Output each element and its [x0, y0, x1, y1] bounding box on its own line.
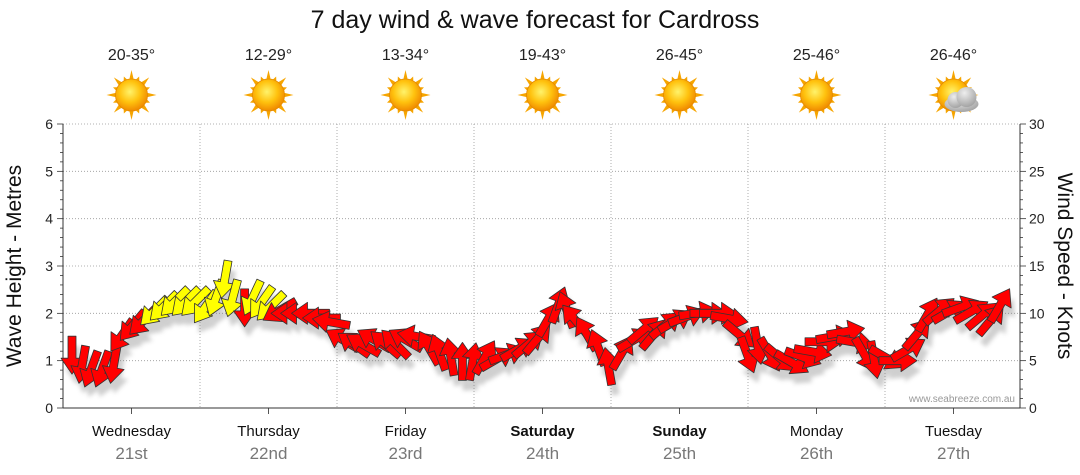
day-date-label: 26th [800, 444, 833, 463]
right-axis-label: Wind Speed - Knots [1053, 173, 1076, 360]
sun-disc [800, 78, 833, 112]
sun-disc [389, 78, 422, 112]
temperature-range: 19-43° [519, 47, 566, 64]
day-headers: 20-35° 12-29° 13-34° 19-43° 26-45° 25-46° 26-4… [106, 47, 979, 120]
day-date-label: 27th [937, 444, 970, 463]
right-tick-label: 25 [1029, 163, 1045, 179]
day-name-label: Monday [790, 423, 844, 440]
day-date-label: 24th [526, 444, 559, 463]
sun-ray [951, 109, 956, 120]
temperature-range: 20-35° [108, 47, 155, 64]
sun-icon [517, 70, 568, 120]
day-date-label: 25th [663, 444, 696, 463]
sun-ray [928, 92, 939, 98]
sun-ray [814, 70, 819, 81]
day-date-label: 23rd [388, 444, 422, 463]
left-tick-label: 4 [45, 211, 53, 227]
sun-ray [557, 92, 568, 98]
left-tick-label: 3 [45, 258, 53, 274]
sun-icon [380, 70, 431, 120]
day-name-label: Tuesday [925, 423, 982, 440]
day-name-label: Thursday [237, 423, 300, 440]
chart-title: 7 day wind & wave forecast for Cardross [311, 6, 760, 34]
sun-ray [129, 109, 134, 120]
day-labels: Wednesday 21st Thursday 22nd Friday 23rd Satur… [92, 423, 982, 463]
wind-arrows [60, 259, 1012, 388]
temperature-range: 26-45° [656, 47, 703, 64]
right-tick-label: 5 [1029, 353, 1037, 369]
sun-ray [266, 70, 271, 81]
day-name-label: Sunday [652, 423, 707, 440]
left-tick-label: 1 [45, 353, 53, 369]
left-tick-label: 2 [45, 305, 53, 321]
sun-ray [677, 109, 682, 120]
sun-icon [791, 70, 842, 120]
left-axis-label: Wave Height - Metres [3, 165, 26, 367]
sun-ray [106, 92, 117, 98]
sun-ray [243, 92, 254, 98]
sun-ray [380, 92, 391, 98]
right-tick-label: 20 [1029, 211, 1045, 227]
left-tick-label: 0 [45, 400, 53, 416]
day-name-label: Friday [385, 423, 427, 440]
right-tick-label: 30 [1029, 116, 1045, 132]
left-tick-label: 5 [45, 163, 53, 179]
sun-ray [403, 70, 408, 81]
day-name-label: Saturday [510, 423, 575, 440]
sun-ray [654, 92, 665, 98]
cloud-shape [944, 87, 979, 112]
sun-ray [677, 70, 682, 81]
sun-ray [420, 92, 431, 98]
sun-ray [791, 92, 802, 98]
temperature-range: 25-46° [793, 47, 840, 64]
temperature-range: 26-46° [930, 47, 977, 64]
temperature-range: 13-34° [382, 47, 429, 64]
sun-disc [663, 78, 696, 112]
sun-ray [540, 70, 545, 81]
sun-icon [654, 70, 705, 120]
sun-disc [115, 78, 148, 112]
sun-ray [540, 109, 545, 120]
sun-icon [243, 70, 294, 120]
temperature-range: 12-29° [245, 47, 292, 64]
sun-ray [831, 92, 842, 98]
sun-ray [814, 109, 819, 120]
credit-text: www.seabreeze.com.au [908, 394, 1015, 405]
axes: 0 1 2 3 4 5 6 0 5 10 15 20 25 30 [45, 116, 1045, 416]
day-date-label: 22nd [250, 444, 288, 463]
right-tick-label: 0 [1029, 400, 1037, 416]
right-tick-label: 15 [1029, 258, 1045, 274]
sun-disc [526, 78, 559, 112]
sun-ray [266, 109, 271, 120]
sun-disc [252, 78, 285, 112]
partly-cloudy-icon [928, 70, 979, 120]
sun-ray [517, 92, 528, 98]
sun-ray [403, 109, 408, 120]
sun-ray [129, 70, 134, 81]
sun-ray [694, 92, 705, 98]
sun-ray [146, 92, 157, 98]
day-date-label: 21st [115, 444, 147, 463]
sun-ray [283, 92, 294, 98]
left-tick-label: 6 [45, 116, 53, 132]
sun-icon [106, 70, 157, 120]
day-name-label: Wednesday [92, 423, 171, 440]
cloud-puff [956, 87, 977, 107]
right-tick-label: 10 [1029, 305, 1045, 321]
wind-arrow [986, 288, 1012, 324]
sun-ray [951, 70, 956, 81]
